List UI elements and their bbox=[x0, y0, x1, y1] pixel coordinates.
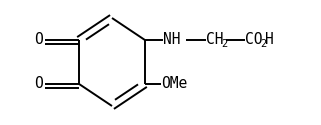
Text: CO: CO bbox=[245, 32, 262, 46]
Text: 2: 2 bbox=[260, 39, 266, 49]
Text: H: H bbox=[265, 32, 274, 46]
Text: O: O bbox=[34, 32, 43, 48]
Text: O: O bbox=[34, 76, 43, 92]
Text: 2: 2 bbox=[221, 39, 227, 49]
Text: OMe: OMe bbox=[161, 76, 187, 90]
Text: CH: CH bbox=[206, 32, 223, 46]
Text: NH: NH bbox=[163, 32, 180, 46]
